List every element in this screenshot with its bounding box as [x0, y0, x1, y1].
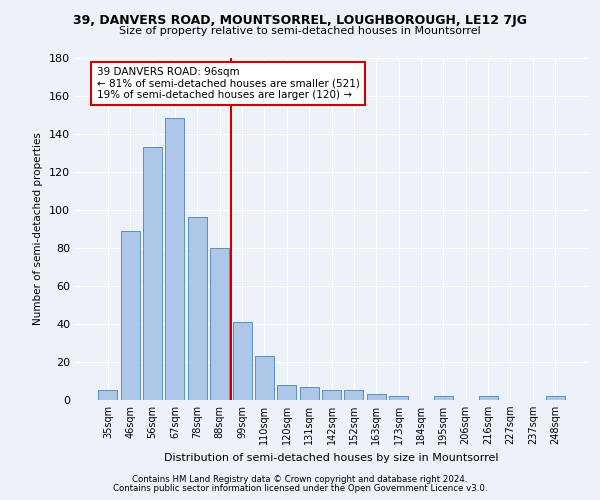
- Bar: [367, 394, 386, 400]
- Text: Size of property relative to semi-detached houses in Mountsorrel: Size of property relative to semi-detach…: [119, 26, 481, 36]
- Bar: [299, 386, 319, 400]
- Bar: [121, 230, 140, 400]
- Bar: [344, 390, 364, 400]
- Bar: [434, 396, 453, 400]
- Bar: [210, 248, 229, 400]
- Bar: [389, 396, 408, 400]
- Bar: [143, 147, 162, 400]
- Text: Contains public sector information licensed under the Open Government Licence v3: Contains public sector information licen…: [113, 484, 487, 493]
- Text: 39 DANVERS ROAD: 96sqm
← 81% of semi-detached houses are smaller (521)
19% of se: 39 DANVERS ROAD: 96sqm ← 81% of semi-det…: [97, 67, 359, 100]
- Bar: [255, 356, 274, 400]
- Text: 39, DANVERS ROAD, MOUNTSORREL, LOUGHBOROUGH, LE12 7JG: 39, DANVERS ROAD, MOUNTSORREL, LOUGHBORO…: [73, 14, 527, 27]
- Bar: [479, 396, 497, 400]
- Bar: [188, 218, 207, 400]
- Bar: [98, 390, 118, 400]
- Text: Contains HM Land Registry data © Crown copyright and database right 2024.: Contains HM Land Registry data © Crown c…: [132, 475, 468, 484]
- Y-axis label: Number of semi-detached properties: Number of semi-detached properties: [34, 132, 43, 325]
- Bar: [545, 396, 565, 400]
- Bar: [233, 322, 251, 400]
- Bar: [166, 118, 184, 400]
- Bar: [277, 385, 296, 400]
- X-axis label: Distribution of semi-detached houses by size in Mountsorrel: Distribution of semi-detached houses by …: [164, 452, 499, 462]
- Bar: [322, 390, 341, 400]
